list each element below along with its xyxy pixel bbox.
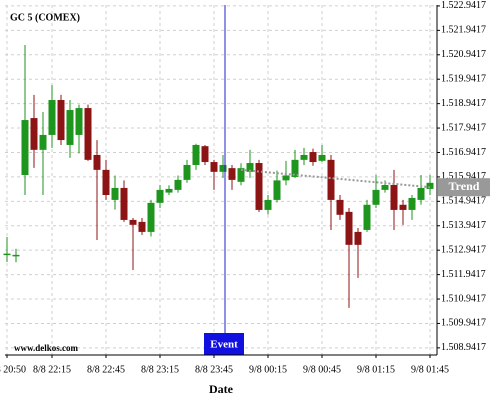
candle-body <box>201 146 209 163</box>
event-label: Event <box>210 339 238 351</box>
candle-body <box>21 120 29 175</box>
x-tick-label: 9/8 01:45 <box>411 364 449 375</box>
candle-body <box>372 189 380 205</box>
x-tick-label: 8/8 20:50 <box>0 364 26 375</box>
y-tick-label: 1.510.9417 <box>441 293 486 304</box>
chart-title: GC 5 (COMEX) <box>10 12 80 23</box>
labels: 1.522.9417 1.521.9417 1.520.9417 1.519.9417… <box>0 0 490 375</box>
candle-body <box>381 185 389 190</box>
x-tick-label: 8/8 22:45 <box>87 364 125 375</box>
candle-body <box>48 100 56 135</box>
candle-body <box>255 163 263 210</box>
x-tick-label: 9/8 01:15 <box>357 364 395 375</box>
candle-body <box>66 110 74 145</box>
y-tick-label: 1.518.9417 <box>441 98 486 109</box>
candle-body <box>354 231 362 245</box>
candle-body <box>282 175 290 181</box>
x-tick-label: 9/8 00:15 <box>249 364 287 375</box>
candle-body <box>264 199 272 210</box>
y-tick-label: 1.513.9417 <box>441 220 486 231</box>
x-tick-label: 8/8 23:15 <box>141 364 179 375</box>
candle-body <box>390 185 398 210</box>
candle-body <box>291 159 299 177</box>
candle-body <box>426 182 434 189</box>
x-tick-label: 8/8 22:15 <box>33 364 71 375</box>
candle-body <box>129 219 137 225</box>
x-tick-label: 8/8 23:45 <box>195 364 233 375</box>
trend-label-box <box>438 178 490 197</box>
candle-body <box>138 221 146 232</box>
y-tick-label: 1.508.9417 <box>441 342 486 353</box>
x-tick-label: 9/8 00:45 <box>303 364 341 375</box>
y-tick-label: 1.522.9417 <box>441 0 486 11</box>
candle-body <box>174 179 182 190</box>
x-axis-label: Date <box>209 382 234 396</box>
y-tick-label: 1.512.9417 <box>441 244 486 255</box>
y-tick-label: 1.516.9417 <box>441 147 486 158</box>
candle-body <box>93 154 101 170</box>
candle-body <box>327 159 335 200</box>
candle-body <box>318 154 326 161</box>
candle-body <box>12 254 20 257</box>
candle-body <box>147 202 155 232</box>
candle-body <box>273 180 281 200</box>
y-tick-label: 1.515.9417 <box>441 171 486 182</box>
candle-body <box>219 164 227 172</box>
candle-body <box>210 162 218 172</box>
trend-label: Trend <box>449 179 480 193</box>
candle-body <box>111 187 119 200</box>
candle-body <box>75 108 83 135</box>
candle-body <box>156 189 164 203</box>
candle-body <box>408 197 416 210</box>
candle-body <box>228 168 236 180</box>
candle-body <box>237 168 245 182</box>
marks <box>3 45 434 308</box>
candle-body <box>102 169 110 196</box>
candle-body <box>336 199 344 215</box>
candle-body <box>192 144 200 165</box>
candle-body <box>30 118 38 150</box>
candle-body <box>39 134 47 150</box>
candle-body <box>84 108 92 160</box>
candle-body <box>417 187 425 200</box>
candle-body <box>3 253 11 256</box>
event-box <box>204 333 244 355</box>
y-tick-label: 1.511.9417 <box>441 269 486 280</box>
y-tick-label: 1.519.9417 <box>441 74 486 85</box>
y-tick-label: 1.521.9417 <box>441 25 486 36</box>
y-tick-label: 1.520.9417 <box>441 49 486 60</box>
candle-body <box>345 211 353 245</box>
y-tick-label: 1.517.9417 <box>441 122 486 133</box>
candle-body <box>57 100 65 141</box>
candle-body <box>399 204 407 210</box>
candle-body <box>309 152 317 163</box>
candle-body <box>300 154 308 160</box>
candle-body <box>165 188 173 193</box>
candle-body <box>363 204 371 230</box>
plot-area <box>5 5 437 355</box>
candle-body <box>120 187 128 220</box>
watermark: www.delkos.com <box>14 343 79 353</box>
candle-body <box>183 164 191 180</box>
y-tick-label: 1.509.9417 <box>441 318 486 329</box>
candle-body <box>246 163 254 172</box>
y-tick-label: 1.514.9417 <box>441 196 486 207</box>
